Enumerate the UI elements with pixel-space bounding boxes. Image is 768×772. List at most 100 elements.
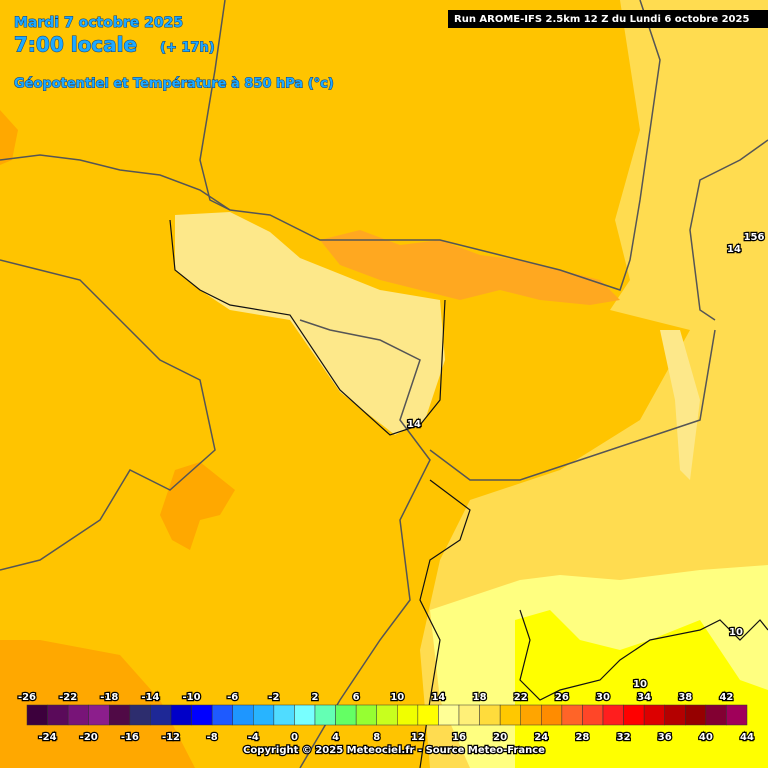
scale-swatch xyxy=(47,704,69,726)
scale-swatch xyxy=(129,704,151,726)
scale-label: 44 xyxy=(740,732,754,743)
contour-label: 14 xyxy=(407,419,421,430)
border xyxy=(0,0,661,291)
scale-swatch xyxy=(623,704,645,726)
scale-label: 38 xyxy=(678,692,692,703)
scale-label: -6 xyxy=(227,692,238,703)
scale-swatch xyxy=(499,704,521,726)
scale-swatch xyxy=(211,704,233,726)
scale-swatch xyxy=(458,704,480,726)
scale-label: -2 xyxy=(268,692,279,703)
scale-swatch xyxy=(705,704,727,726)
scale-swatch xyxy=(561,704,583,726)
scale-swatch xyxy=(541,704,563,726)
scale-label: 6 xyxy=(353,692,360,703)
scale-swatch xyxy=(664,704,686,726)
scale-label: 30 xyxy=(596,692,610,703)
scale-swatch xyxy=(232,704,254,726)
scale-label: 32 xyxy=(617,732,631,743)
scale-swatch xyxy=(726,704,748,726)
scale-swatch xyxy=(253,704,275,726)
scale-label: 12 xyxy=(411,732,425,743)
scale-swatch xyxy=(376,704,398,726)
cool-area xyxy=(660,330,700,480)
warm-area xyxy=(160,462,235,550)
scale-label: 28 xyxy=(575,732,589,743)
scale-label: 36 xyxy=(658,732,672,743)
scale-swatch xyxy=(438,704,460,726)
scale-label: 34 xyxy=(637,692,651,703)
scale-swatch xyxy=(479,704,501,726)
scale-label: 42 xyxy=(719,692,733,703)
scale-label: 10 xyxy=(390,692,404,703)
scale-swatch xyxy=(314,704,336,726)
scale-swatch xyxy=(335,704,357,726)
scale-swatch xyxy=(88,704,110,726)
lead-label: (+ 17h) xyxy=(160,41,215,56)
coastline xyxy=(169,219,446,436)
scale-swatch xyxy=(26,704,48,726)
scale-swatch xyxy=(273,704,295,726)
border xyxy=(199,0,231,211)
border xyxy=(299,319,431,769)
scale-label: -14 xyxy=(141,692,159,703)
scale-label: -12 xyxy=(162,732,180,743)
contour-label: 14 xyxy=(727,244,741,255)
date-label: Mardi 7 octobre 2025 xyxy=(14,15,183,31)
warm-area xyxy=(320,230,620,305)
scale-label: -8 xyxy=(207,732,218,743)
time-label: 7:00 locale xyxy=(14,33,137,57)
contour-label: 10 xyxy=(633,679,647,690)
scale-label: -16 xyxy=(121,732,139,743)
scale-swatch xyxy=(643,704,665,726)
scale-label: 8 xyxy=(373,732,380,743)
scale-label: -26 xyxy=(18,692,36,703)
scale-swatch xyxy=(355,704,377,726)
parameter-label: Géopotentiel et Température à 850 hPa (°… xyxy=(14,77,334,92)
scale-swatch xyxy=(685,704,707,726)
scale-label: 14 xyxy=(431,692,445,703)
scale-label: -18 xyxy=(100,692,118,703)
scale-label: 26 xyxy=(555,692,569,703)
scale-label: 18 xyxy=(473,692,487,703)
contour-label: 156 xyxy=(744,232,765,243)
scale-swatch xyxy=(417,704,439,726)
scale-swatch xyxy=(582,704,604,726)
coastline xyxy=(419,479,471,769)
run-box xyxy=(448,10,768,28)
mild-area xyxy=(515,610,768,768)
scale-label: 22 xyxy=(514,692,528,703)
scale-swatch xyxy=(520,704,542,726)
scale-label: 40 xyxy=(699,732,713,743)
scale-label: 20 xyxy=(493,732,507,743)
scale-label: -24 xyxy=(39,732,57,743)
run-label: Run AROME-IFS 2.5km 12 Z du Lundi 6 octo… xyxy=(454,14,749,25)
scale-label: -20 xyxy=(80,732,98,743)
color-scale: -26 -22 -18 -14 -10 -6 -2 2 6 10 14 18 22 26 30 34 38 42-… xyxy=(17,691,756,745)
scale-swatch xyxy=(294,704,316,726)
scale-swatch xyxy=(602,704,624,726)
scale-swatch xyxy=(150,704,172,726)
warm-area xyxy=(0,640,195,768)
scale-label: 4 xyxy=(332,732,339,743)
scale-label: 0 xyxy=(291,732,298,743)
scale-swatch xyxy=(397,704,419,726)
border xyxy=(689,139,768,321)
scale-label: -22 xyxy=(59,692,77,703)
border xyxy=(0,259,216,571)
scale-label: -10 xyxy=(183,692,201,703)
scale-swatch xyxy=(191,704,213,726)
warm-area xyxy=(0,110,18,165)
contour-label: 10 xyxy=(729,627,743,638)
scale-swatch xyxy=(109,704,131,726)
coastline xyxy=(519,609,768,701)
scale-label: 2 xyxy=(312,692,319,703)
scale-label: 24 xyxy=(534,732,548,743)
scale-label: 16 xyxy=(452,732,466,743)
scale-label: -4 xyxy=(248,732,259,743)
scale-swatch xyxy=(170,704,192,726)
scale-swatch xyxy=(67,704,89,726)
copyright: Copyright © 2025 Meteociel.fr - Source M… xyxy=(243,745,545,756)
border xyxy=(429,329,716,481)
